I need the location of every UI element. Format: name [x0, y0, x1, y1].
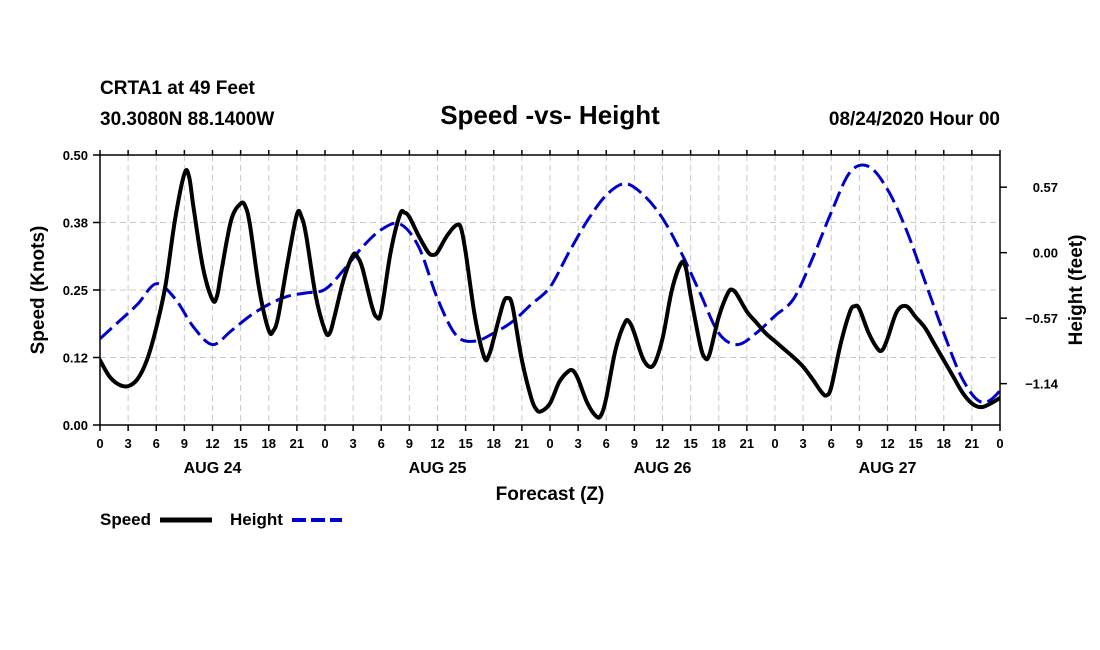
x-axis-tick-label: 15: [908, 436, 922, 451]
x-axis-tick-label: 9: [856, 436, 863, 451]
right-axis-tick-label: 0.57: [1033, 180, 1058, 195]
left-axis-tick-label: 0.12: [63, 351, 88, 366]
x-axis-tick-label: 0: [996, 436, 1003, 451]
right-axis-tick-label: −1.14: [1025, 377, 1059, 392]
x-axis-tick-label: 0: [96, 436, 103, 451]
legend-speed-label: Speed: [100, 510, 151, 529]
x-axis-tick-label: 18: [937, 436, 951, 451]
x-axis-day-label: AUG 26: [634, 460, 692, 477]
issued-label: 08/24/2020 Hour 00: [829, 109, 1000, 130]
x-axis-tick-label: 21: [965, 436, 979, 451]
x-axis-tick-label: 12: [880, 436, 894, 451]
x-axis-tick-label: 3: [800, 436, 807, 451]
x-axis-tick-label: 9: [631, 436, 638, 451]
x-axis-tick-label: 0: [321, 436, 328, 451]
x-axis-tick-label: 12: [655, 436, 669, 451]
x-axis-tick-label: 3: [350, 436, 357, 451]
x-axis-tick-label: 21: [515, 436, 529, 451]
x-axis-tick-label: 0: [771, 436, 778, 451]
x-axis-tick-label: 18: [487, 436, 501, 451]
x-axis-tick-label: 18: [712, 436, 726, 451]
right-axis-tick-label: −0.57: [1025, 311, 1058, 326]
right-axis-tick-label: 0.00: [1033, 246, 1058, 261]
x-axis-day-label: AUG 24: [184, 460, 242, 477]
x-axis-title: Forecast (Z): [496, 484, 605, 505]
x-axis-tick-label: 9: [406, 436, 413, 451]
left-axis-tick-label: 0.00: [63, 418, 88, 433]
series-group: [100, 163, 1000, 420]
x-axis-tick-label: 18: [262, 436, 276, 451]
station-label: CRTA1 at 49 Feet: [100, 78, 256, 99]
x-axis-tick-label: 0: [546, 436, 553, 451]
x-axis-tick-label: 9: [181, 436, 188, 451]
series-line-speed: [100, 168, 1000, 420]
x-axis-tick-label: 15: [683, 436, 697, 451]
series-line-height: [100, 163, 1000, 404]
left-axis-tick-label: 0.50: [63, 148, 88, 163]
x-axis-tick-label: 15: [458, 436, 472, 451]
x-axis-tick-label: 6: [828, 436, 835, 451]
x-axis-tick-label: 6: [153, 436, 160, 451]
x-axis-tick-label: 3: [125, 436, 132, 451]
x-axis-tick-label: 15: [233, 436, 247, 451]
x-axis-tick-label: 3: [575, 436, 582, 451]
right-axis-title: Height (feet): [1066, 235, 1087, 346]
left-axis-tick-label: 0.25: [63, 283, 88, 298]
x-axis-tick-label: 6: [603, 436, 610, 451]
coords-label: 30.3080N 88.1400W: [100, 109, 274, 130]
left-axis-tick-label: 0.38: [63, 216, 88, 231]
x-axis-day-label: AUG 27: [859, 460, 917, 477]
left-axis-title: Speed (Knots): [28, 226, 49, 355]
chart-title: Speed -vs- Height: [440, 100, 660, 130]
legend-height-label: Height: [230, 510, 283, 529]
axes: 0.00 0.12 0.25 0.38 0.50 −1.14 −0.57 0.00 0.57 0 3…: [63, 148, 1059, 477]
legend: Speed Height: [100, 510, 342, 529]
x-axis-tick-label: 21: [290, 436, 304, 451]
x-axis-tick-label: 21: [740, 436, 754, 451]
x-axis-tick-label: 12: [430, 436, 444, 451]
x-axis-tick-label: 6: [378, 436, 385, 451]
x-axis-day-label: AUG 25: [409, 460, 467, 477]
x-axis-tick-label: 12: [205, 436, 219, 451]
